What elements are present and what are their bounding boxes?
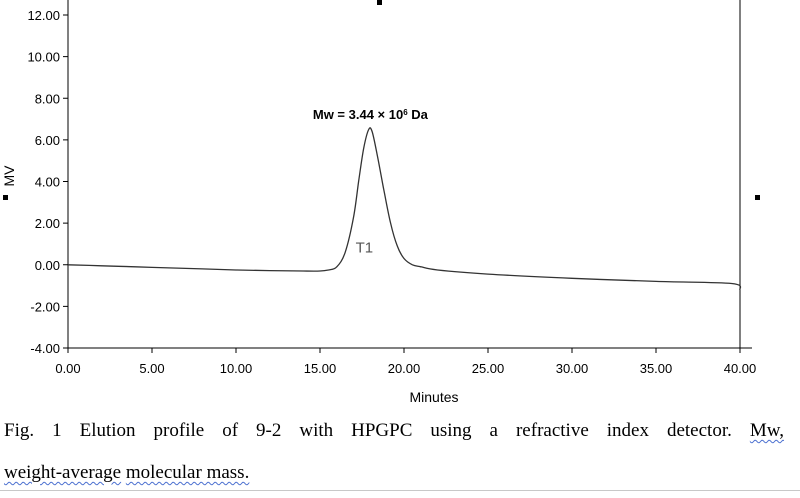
series-layer [67, 127, 742, 291]
selection-handle [755, 195, 760, 200]
figure-caption-line-1: Fig. 1 Elution profile of 9-2 with HPGPC… [4, 420, 784, 442]
figure-caption-line-2: weight-average molecular mass. [4, 462, 784, 484]
x-tick-label: 0.00 [55, 361, 80, 376]
y-axis-title: MV [1, 165, 17, 187]
x-axis-title: Minutes [409, 389, 458, 405]
y-tick-label: 6.00 [35, 133, 60, 148]
x-tick-label: 25.00 [472, 361, 505, 376]
x-tick-label: 40.00 [724, 361, 757, 376]
x-tick-label: 15.00 [304, 361, 337, 376]
x-tick-label: 10.00 [220, 361, 253, 376]
x-tick-label: 35.00 [640, 361, 673, 376]
y-tick-label: -4.00 [30, 341, 60, 356]
caption-marked-1: Mw, [749, 420, 785, 441]
caption-text-1: Fig. 1 Elution profile of 9-2 with HPGPC… [4, 420, 732, 441]
selection-handle [3, 195, 8, 200]
peak-label-t1: T1 [356, 239, 374, 256]
x-tick-label: 30.00 [556, 361, 589, 376]
mw-annotation: Mw = 3.44 × 106 Da [313, 107, 429, 122]
y-tick-label: -2.00 [30, 299, 60, 314]
chart-frame [3, 0, 760, 349]
y-tick-label: 12.00 [27, 8, 60, 23]
annotations: Mw = 3.44 × 106 Da T1 [313, 107, 429, 257]
y-tick-label: 2.00 [35, 216, 60, 231]
selection-handle [377, 0, 382, 5]
elution-chart: 0.00 5.00 10.00 15.00 20.00 25.00 30.00 35.00 40… [1, 0, 760, 405]
axis-titles: Minutes MV [1, 165, 459, 405]
footer-divider [0, 490, 800, 491]
x-axis: 0.00 5.00 10.00 15.00 20.00 25.00 30.00 35.00 40… [55, 348, 756, 376]
y-tick-label: 10.00 [27, 50, 60, 65]
y-tick-label: 4.00 [35, 175, 60, 190]
x-tick-label: 5.00 [139, 361, 164, 376]
y-axis: 12.00 10.00 8.00 6.00 4.00 2.00 0.00 -2.00 -4.00 [27, 8, 68, 356]
y-tick-label: 8.00 [35, 91, 60, 106]
x-tick-label: 20.00 [388, 361, 421, 376]
caption-text-2a: weight-average [4, 462, 122, 483]
series-line [67, 127, 742, 291]
y-tick-label: 0.00 [35, 258, 60, 273]
caption-text-2b: molecular mass. [125, 462, 250, 483]
